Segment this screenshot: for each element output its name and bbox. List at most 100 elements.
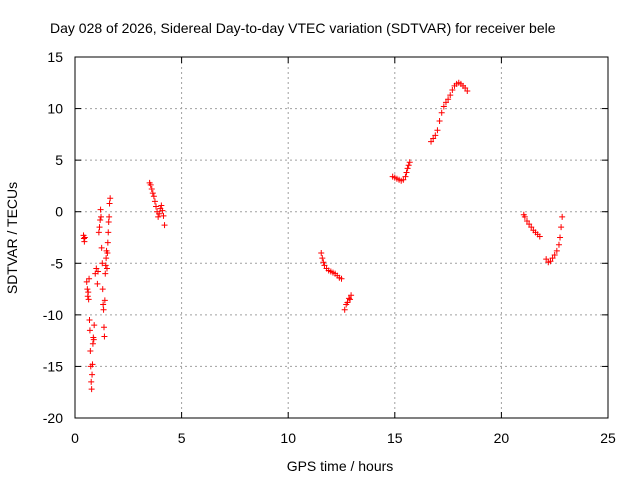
data-point xyxy=(442,99,449,106)
data-point xyxy=(94,280,101,287)
data-point xyxy=(464,88,471,95)
x-tick-label: 0 xyxy=(71,430,79,446)
data-point xyxy=(558,224,565,231)
data-point xyxy=(344,299,351,306)
data-point xyxy=(85,296,92,303)
data-point xyxy=(553,247,560,254)
data-point xyxy=(95,229,102,236)
data-point xyxy=(101,297,108,304)
data-point xyxy=(348,292,355,299)
data-point xyxy=(104,249,111,256)
y-axis-label: SDTVAR / TECUs xyxy=(4,182,20,294)
data-point xyxy=(436,117,443,124)
data-point xyxy=(156,210,163,217)
x-tick-label: 5 xyxy=(178,430,186,446)
data-point xyxy=(341,306,348,313)
data-point xyxy=(440,103,447,110)
data-point xyxy=(107,195,114,202)
plot-frame xyxy=(74,56,609,419)
data-point xyxy=(85,289,92,296)
data-point xyxy=(148,186,155,193)
data-point xyxy=(89,371,96,378)
data-point xyxy=(98,244,105,251)
data-point xyxy=(151,198,158,205)
data-point xyxy=(88,378,95,385)
data-point xyxy=(318,249,325,256)
data-point xyxy=(551,252,558,259)
data-point xyxy=(105,219,112,226)
data-point xyxy=(100,306,107,313)
data-point xyxy=(406,159,413,166)
data-point xyxy=(447,92,454,99)
data-point xyxy=(523,217,530,224)
data-point xyxy=(89,340,96,347)
data-point xyxy=(100,301,107,308)
data-point xyxy=(430,135,437,142)
data-point xyxy=(84,286,91,293)
data-point xyxy=(445,96,452,103)
data-point xyxy=(86,317,93,324)
data-point xyxy=(99,260,106,267)
data-point xyxy=(161,222,168,229)
data-point xyxy=(428,138,435,145)
data-point xyxy=(555,241,562,248)
data-point xyxy=(432,132,439,139)
data-point xyxy=(95,268,102,275)
x-tick-label: 20 xyxy=(494,430,510,446)
data-point xyxy=(345,295,352,302)
data-point xyxy=(521,213,528,220)
data-point xyxy=(83,278,90,285)
data-point xyxy=(149,190,156,197)
data-point xyxy=(528,224,535,231)
grid xyxy=(75,57,608,418)
data-point xyxy=(449,87,456,94)
data-point xyxy=(99,286,106,293)
data-point xyxy=(559,213,566,220)
data-point xyxy=(103,255,110,262)
x-axis-label: GPS time / hours xyxy=(287,458,394,474)
data-point xyxy=(549,255,556,262)
data-point xyxy=(103,265,110,272)
data-point xyxy=(438,109,445,116)
data-point xyxy=(153,203,160,210)
data-point xyxy=(547,258,554,265)
data-point xyxy=(106,200,113,207)
y-tick-label: 10 xyxy=(47,101,63,117)
data-point xyxy=(100,324,107,331)
axis-ticks: 0 5 10 15 20 25 -20 -15 -10 -5 0 5 10 15 xyxy=(43,49,616,446)
x-tick-label: 10 xyxy=(280,430,296,446)
data-point xyxy=(98,213,105,220)
data-point xyxy=(88,386,95,393)
y-tick-label: -15 xyxy=(43,358,63,374)
data-point xyxy=(543,256,550,263)
data-point xyxy=(147,181,154,188)
data-point xyxy=(81,234,88,241)
data-point xyxy=(405,162,412,169)
y-tick-label: 5 xyxy=(55,152,63,168)
y-tick-label: -10 xyxy=(43,307,63,323)
data-point xyxy=(86,327,93,334)
data-point xyxy=(536,233,543,240)
data-point xyxy=(403,169,410,176)
data-point xyxy=(319,255,326,262)
x-tick-label: 25 xyxy=(600,430,616,446)
data-point xyxy=(89,361,96,368)
y-tick-label: 0 xyxy=(55,204,63,220)
data-point xyxy=(557,234,564,241)
y-tick-label: 15 xyxy=(47,49,63,65)
data-point xyxy=(400,176,407,183)
data-point xyxy=(404,165,411,172)
data-point xyxy=(150,193,157,200)
x-tick-label: 15 xyxy=(387,430,403,446)
data-point xyxy=(106,213,113,220)
data-point xyxy=(462,84,469,91)
data-point xyxy=(93,265,100,272)
y-tick-label: -5 xyxy=(51,255,64,271)
data-point xyxy=(87,347,94,354)
data-point xyxy=(104,239,111,246)
data-point xyxy=(159,207,166,214)
data-point xyxy=(102,262,109,269)
data-point xyxy=(338,275,345,282)
data-point xyxy=(526,221,533,228)
data-point xyxy=(402,173,409,180)
